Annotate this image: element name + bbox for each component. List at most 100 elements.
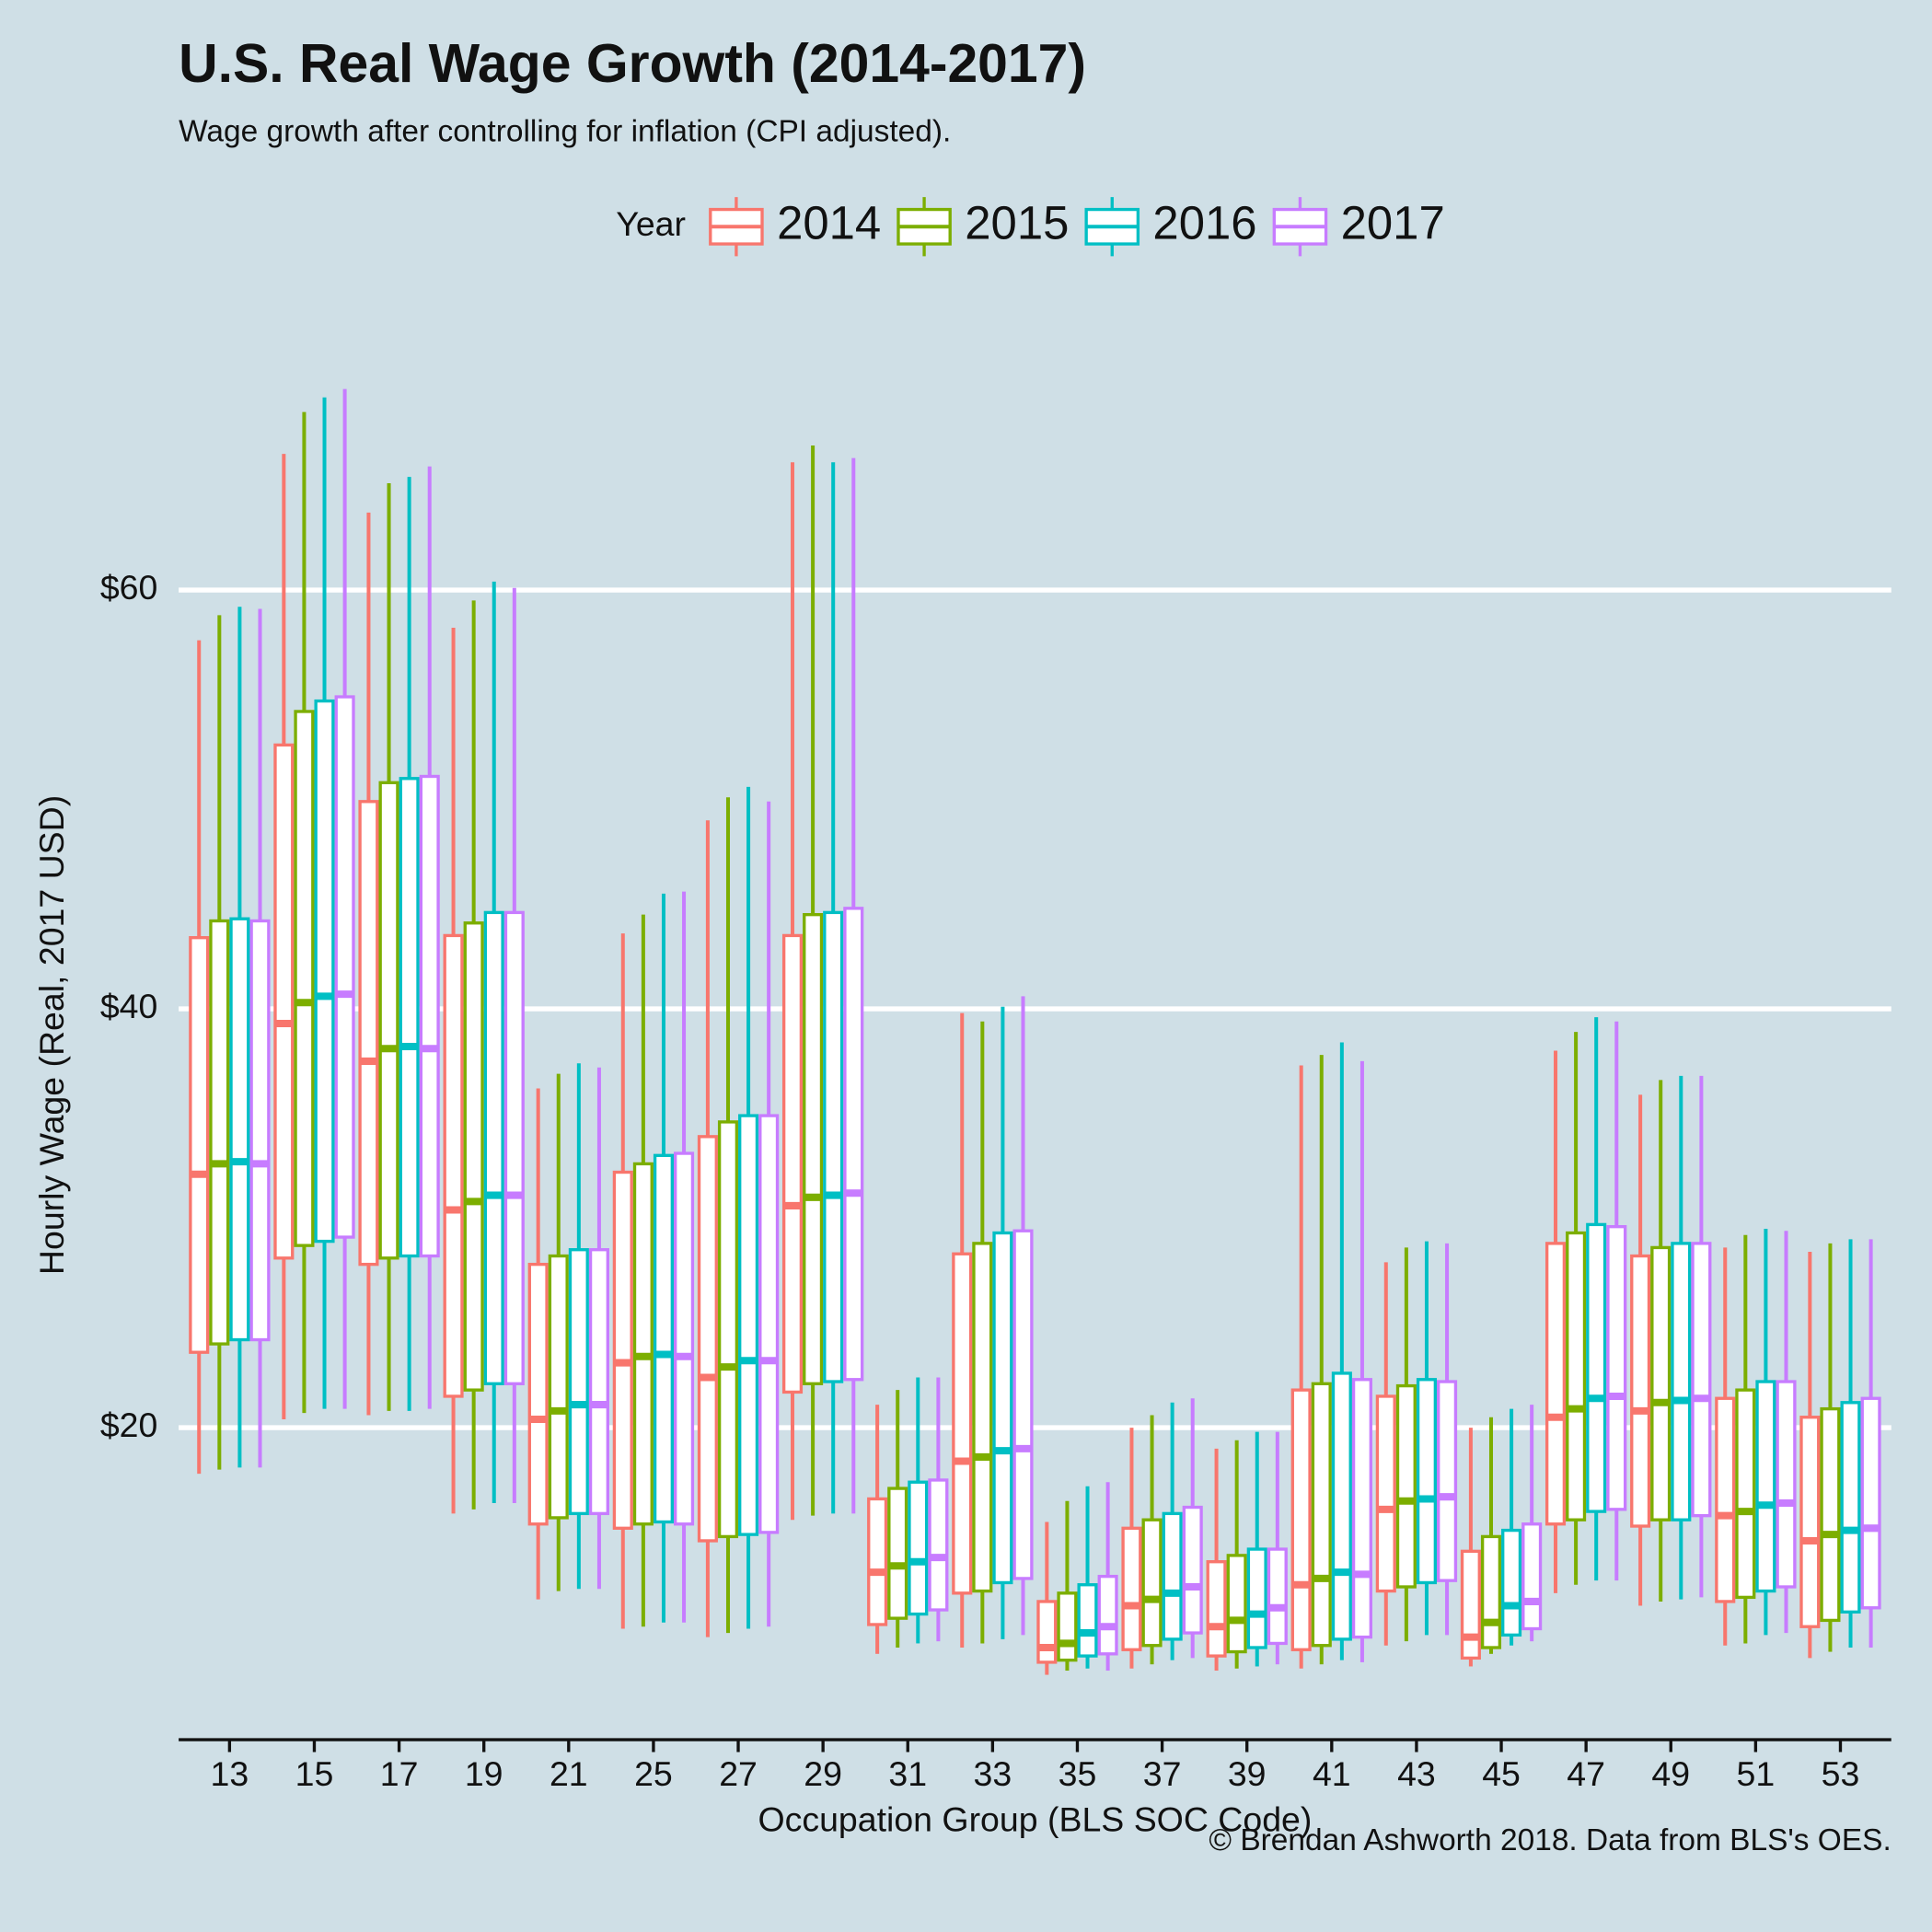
box: [632, 1162, 654, 1526]
x-tick-label: 15: [295, 1754, 334, 1793]
box: [1691, 1242, 1712, 1518]
box: [1036, 1600, 1058, 1664]
x-tick-label: 51: [1737, 1754, 1776, 1793]
box: [908, 1480, 929, 1616]
box: [928, 1478, 949, 1612]
legend-item: 2016: [1084, 197, 1257, 257]
box: [1141, 1518, 1163, 1648]
box: [483, 910, 504, 1385]
x-tick-label: 21: [550, 1754, 588, 1793]
box: [803, 912, 824, 1385]
box: [548, 1254, 569, 1520]
box: [1799, 1416, 1821, 1628]
x-tick-label: 47: [1567, 1754, 1605, 1793]
box: [399, 777, 420, 1258]
box: [1460, 1549, 1481, 1660]
box: [1566, 1231, 1587, 1521]
box: [697, 1135, 718, 1543]
x-tick-label: 31: [888, 1754, 927, 1793]
box: [1395, 1383, 1417, 1589]
plot-area: $20 $40 $60 13 15 17 19 21 25 27 29 31 33 35 37 39 41 43 4…: [100, 388, 1892, 1793]
box: [1057, 1591, 1078, 1662]
x-tick-label: 19: [465, 1754, 503, 1793]
box: [1480, 1534, 1502, 1649]
box: [843, 907, 864, 1382]
legend-item: 2014: [709, 197, 881, 257]
box: [781, 933, 804, 1394]
box: [1331, 1371, 1352, 1641]
box: [419, 774, 440, 1258]
box: [1121, 1526, 1142, 1651]
box: [1671, 1242, 1692, 1521]
x-tick-label: 33: [974, 1754, 1012, 1793]
box: [1097, 1574, 1118, 1656]
box: [653, 1153, 675, 1524]
x-tick-label: 37: [1143, 1754, 1182, 1793]
box: [674, 1151, 695, 1526]
x-tick-label: 35: [1059, 1754, 1097, 1793]
box: [867, 1497, 888, 1626]
y-tick-label: $40: [100, 987, 158, 1025]
box: [378, 781, 399, 1260]
legend: Year 2014 2015 2016 2017: [616, 197, 1445, 257]
x-tick-label: 45: [1482, 1754, 1521, 1793]
box: [1776, 1380, 1797, 1589]
x-tick-label: 41: [1313, 1754, 1351, 1793]
x-tick-label: 17: [380, 1754, 419, 1793]
box: [1226, 1554, 1247, 1654]
box: [527, 1262, 549, 1526]
box: [972, 1242, 993, 1593]
box: [1162, 1511, 1183, 1641]
box: [273, 743, 295, 1260]
box: [294, 710, 315, 1247]
legend-item: 2015: [897, 197, 1069, 257]
box: [1586, 1222, 1607, 1513]
y-axis-title: Hourly Wage (Real, 2017 USD): [32, 795, 71, 1275]
box: [443, 933, 464, 1398]
box: [189, 936, 210, 1354]
box: [334, 695, 355, 1239]
x-tick-label: 39: [1228, 1754, 1267, 1793]
box: [1375, 1394, 1396, 1593]
box: [1820, 1406, 1841, 1623]
box: [568, 1248, 589, 1516]
box: [1351, 1378, 1372, 1639]
box: [463, 921, 484, 1392]
legend-item: 2017: [1272, 197, 1445, 257]
box: [1606, 1225, 1627, 1511]
box: [1840, 1401, 1861, 1614]
box: [1290, 1388, 1312, 1651]
box: [1735, 1388, 1756, 1600]
box: [992, 1231, 1013, 1585]
box: [358, 800, 379, 1267]
box: [887, 1487, 908, 1620]
legend-label: 2016: [1152, 197, 1256, 249]
box: [1267, 1547, 1288, 1646]
box: [209, 919, 230, 1346]
legend-label: 2015: [965, 197, 1069, 249]
box: [1206, 1560, 1227, 1658]
box: [1077, 1583, 1098, 1658]
box: [738, 1114, 759, 1536]
box: [229, 917, 250, 1342]
box: [1416, 1378, 1438, 1585]
box: [1437, 1380, 1458, 1582]
box: [314, 699, 335, 1244]
x-tick-label: 43: [1397, 1754, 1436, 1793]
legend-label: 2017: [1341, 197, 1445, 249]
x-axis-title: Occupation Group (BLS SOC Code): [758, 1800, 1312, 1839]
legend-title: Year: [616, 204, 686, 243]
box: [1630, 1254, 1651, 1528]
x-tick-label: 13: [211, 1754, 249, 1793]
box: [249, 919, 271, 1342]
x-tick-label: 53: [1822, 1754, 1860, 1793]
chart-subtitle: Wage growth after controlling for inflat…: [179, 114, 951, 148]
box: [1246, 1547, 1267, 1649]
box: [1544, 1242, 1567, 1526]
box: [1650, 1245, 1672, 1521]
x-tick-label: 49: [1651, 1754, 1690, 1793]
y-tick-label: $20: [100, 1406, 158, 1444]
x-tick-label: 25: [634, 1754, 673, 1793]
